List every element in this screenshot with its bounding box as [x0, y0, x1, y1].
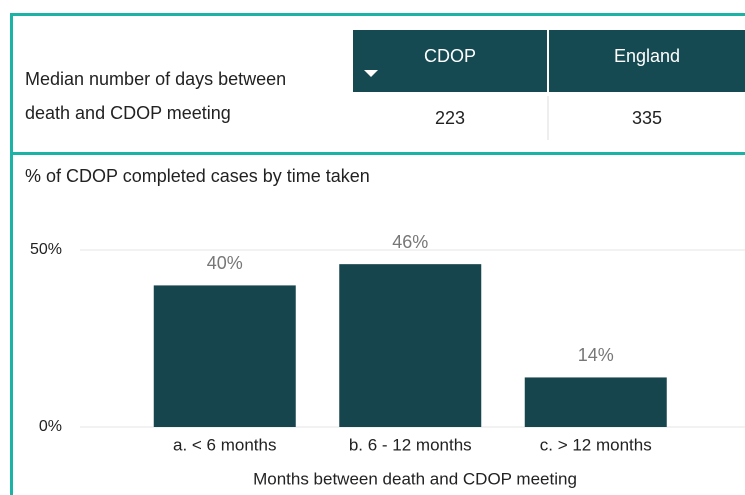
bar	[524, 377, 667, 427]
value-label: 14%	[578, 345, 614, 365]
y-tick-label: 0%	[39, 418, 62, 435]
column-header: England	[614, 46, 680, 66]
bar	[339, 264, 482, 427]
chart-title: % of CDOP completed cases by time taken	[25, 166, 370, 186]
row-label: Median number of days between death and …	[25, 69, 287, 123]
bar	[153, 285, 296, 427]
x-tick-label: c. > 12 months	[540, 435, 652, 454]
x-tick-label: b. 6 - 12 months	[349, 435, 472, 454]
table-value: 335	[632, 108, 662, 128]
header-cell	[353, 30, 547, 92]
column-header: CDOP	[424, 46, 476, 66]
value-label: 40%	[207, 253, 243, 273]
divider	[10, 152, 745, 155]
value-label: 46%	[392, 232, 428, 252]
x-axis-title: Months between death and CDOP meeting	[253, 469, 577, 488]
table-value: 223	[435, 108, 465, 128]
dropdown-arrow[interactable]	[364, 70, 378, 77]
left-border	[10, 13, 13, 495]
x-tick-label: a. < 6 months	[173, 435, 276, 454]
y-tick-label: 50%	[30, 241, 62, 258]
top-border	[10, 13, 745, 16]
header-cell	[549, 30, 745, 92]
